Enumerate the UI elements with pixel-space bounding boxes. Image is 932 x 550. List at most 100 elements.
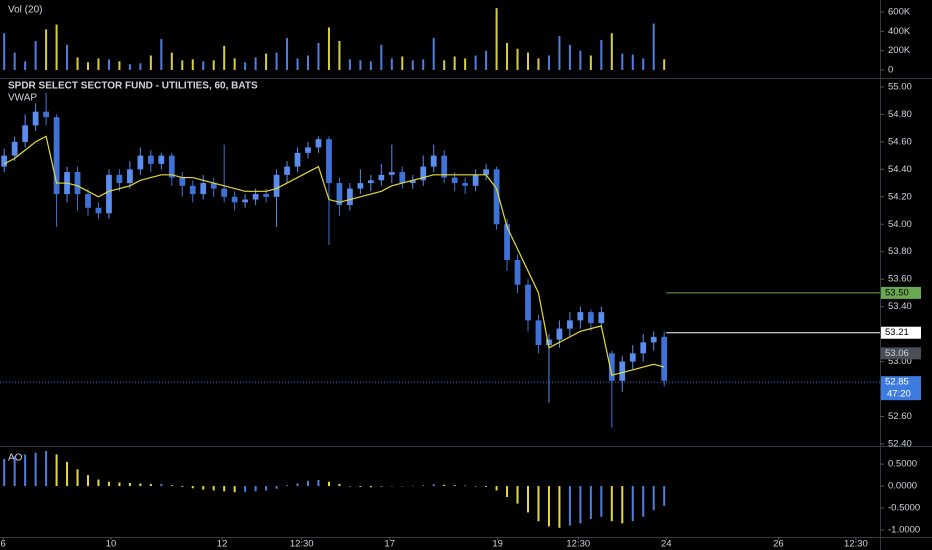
- volume-bar: [369, 61, 372, 70]
- ao-bar: [663, 486, 666, 506]
- volume-bar: [474, 55, 477, 70]
- ao-bar: [97, 479, 100, 487]
- volume-bar: [411, 60, 414, 70]
- volume-bar: [223, 45, 226, 70]
- candle-body: [483, 169, 489, 175]
- volume-label: Vol (20): [8, 5, 42, 16]
- y-tick-label: 400K: [888, 26, 911, 37]
- volume-bar: [296, 58, 299, 70]
- ao-bar: [652, 486, 655, 511]
- volume-bar: [45, 29, 48, 70]
- volume-bar: [380, 44, 383, 70]
- volume-bar: [76, 57, 79, 70]
- price-line-label: 53.50: [885, 287, 909, 298]
- candle-body: [504, 224, 510, 260]
- ao-bar: [369, 486, 372, 488]
- candle-body: [85, 194, 91, 208]
- y-tick-label: 54.80: [888, 109, 912, 120]
- candle-body: [388, 172, 395, 175]
- y-tick-label: 54.00: [888, 219, 912, 230]
- volume-bar: [663, 59, 666, 70]
- ao-bar: [3, 458, 6, 487]
- candle-body: [210, 183, 217, 189]
- ao-bar: [453, 485, 456, 487]
- ao-bar: [558, 486, 561, 528]
- ao-bar: [317, 479, 320, 487]
- volume-bar: [34, 40, 37, 70]
- volume-bar: [181, 60, 184, 70]
- volume-bar: [107, 59, 110, 70]
- x-tick-label: 12:30: [290, 539, 314, 550]
- candle-body: [137, 155, 144, 170]
- candle-body: [242, 199, 249, 203]
- candle-body: [347, 188, 353, 206]
- symbol-title: SPDR SELECT SECTOR FUND - UTILITIES, 60,…: [8, 81, 258, 92]
- candle-body: [53, 117, 60, 195]
- volume-bar: [233, 58, 236, 70]
- candle-body: [577, 312, 584, 321]
- volume-bar: [453, 56, 456, 70]
- volume-bar: [359, 60, 362, 70]
- ao-bar: [87, 475, 89, 487]
- ao-bar: [244, 486, 247, 492]
- volume-bar: [547, 55, 550, 70]
- ao-bar: [401, 486, 404, 487]
- candle-body: [106, 174, 112, 214]
- volume-bar: [139, 63, 142, 70]
- volume-bar: [13, 52, 16, 70]
- candle-body: [650, 336, 657, 343]
- candle-body: [514, 259, 521, 285]
- ao-bar: [55, 454, 58, 487]
- volume-bar: [118, 61, 121, 70]
- vwap-line: [3, 135, 665, 377]
- y-tick-label: 53.40: [888, 301, 912, 312]
- volume-bar: [506, 42, 509, 70]
- ao-bar: [275, 486, 278, 489]
- x-tick-label: 12:30: [844, 539, 868, 550]
- ao-bar: [621, 486, 624, 524]
- ao-bar: [118, 482, 121, 487]
- y-tick-label: 54.20: [888, 191, 912, 202]
- volume-bar: [265, 53, 268, 70]
- candle-body: [22, 125, 29, 142]
- volume-bar: [516, 48, 519, 70]
- y-tick-label: -0.5000: [888, 503, 920, 514]
- y-tick-label: 53.80: [888, 246, 912, 257]
- x-tick-label: 24: [661, 539, 672, 550]
- volume-bar: [24, 61, 27, 70]
- candle-body: [367, 180, 374, 184]
- ao-bar: [170, 485, 173, 487]
- candle-body: [43, 111, 49, 118]
- candle-body: [189, 185, 196, 195]
- countdown-label: 47:20: [887, 389, 911, 400]
- candle-body: [525, 284, 531, 321]
- volume-bar: [212, 60, 215, 70]
- candle-body: [158, 155, 165, 164]
- ao-bar: [537, 486, 540, 522]
- candle-body: [32, 111, 39, 126]
- candle-body: [441, 155, 448, 178]
- volume-bar: [3, 33, 6, 70]
- volume-bar: [443, 60, 446, 70]
- candle-body: [284, 166, 290, 175]
- marker-label: 53.06: [885, 348, 909, 359]
- candle-body: [305, 147, 311, 153]
- y-tick-label: 55.00: [888, 81, 912, 92]
- candle-body: [263, 194, 269, 197]
- candle-body: [661, 336, 668, 381]
- last-price-box: [881, 376, 921, 401]
- volume-bar: [97, 58, 100, 70]
- volume-bar: [327, 27, 330, 70]
- ao-bar: [265, 486, 268, 491]
- price-line-box: [881, 286, 921, 299]
- candle-body: [546, 339, 552, 346]
- y-tick-label: 200K: [888, 45, 911, 56]
- y-tick-label: 53.60: [888, 274, 912, 285]
- volume-bar: [286, 38, 289, 70]
- ao-bar: [527, 486, 529, 513]
- y-tick-label: 0.0000: [888, 481, 917, 492]
- x-tick-label: 6: [0, 539, 5, 550]
- candle-body: [629, 353, 636, 362]
- volume-bar: [464, 58, 467, 70]
